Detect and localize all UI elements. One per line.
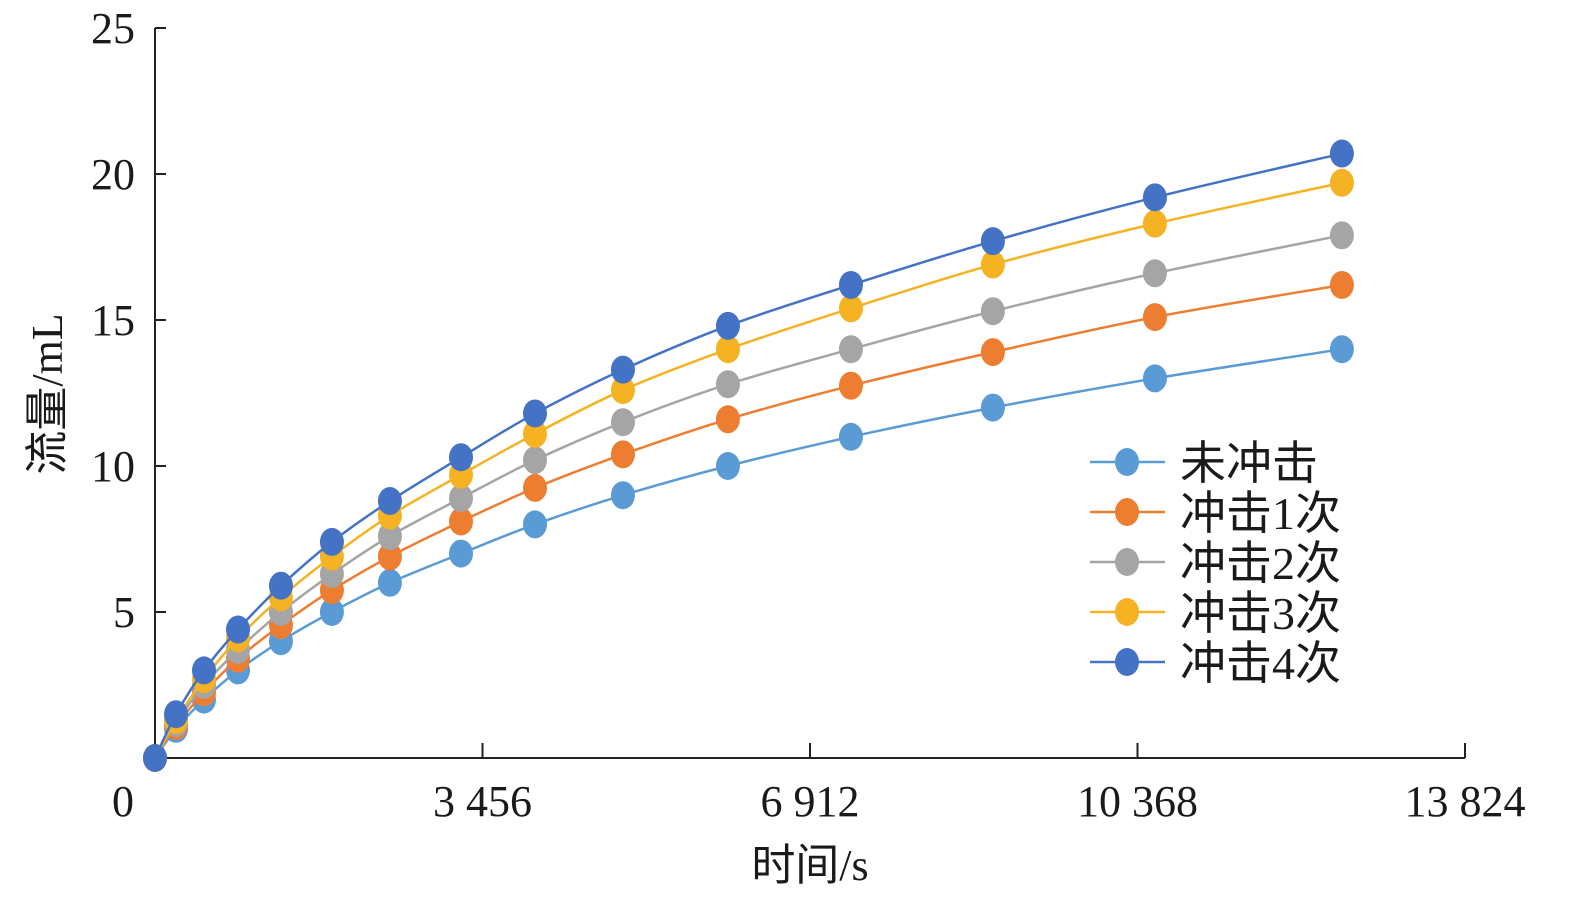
data-point [715,335,740,364]
data-point [715,405,740,434]
legend-marker [1115,498,1139,526]
x-tick-label: 6 912 [761,777,860,826]
data-point [980,227,1005,256]
legend-label: 冲击1次 [1180,488,1341,539]
data-point [226,615,251,644]
data-point [377,522,402,551]
data-point [838,422,863,451]
data-point [1142,364,1167,393]
series-group [143,139,1354,772]
data-point [1329,270,1354,299]
data-point [715,452,740,480]
data-point [980,393,1005,422]
data-point [838,371,863,400]
axes: 5 10 15 20 25 0 3 456 6 912 10 368 13 824 [91,4,1526,826]
data-point [377,568,402,597]
legend-marker [1115,598,1139,626]
data-point [610,408,635,437]
series-line [153,283,1343,759]
legend-marker [1115,548,1139,576]
y-tick-label: 5 [113,588,135,637]
data-point [268,571,293,600]
data-point [319,527,344,556]
data-point [715,370,740,399]
data-point [1142,183,1167,212]
data-point [448,443,473,472]
data-point [610,440,635,469]
data-point [610,376,635,405]
series-3 [143,221,1354,772]
legend-marker [1115,448,1139,476]
data-point [1142,303,1167,332]
series-2 [143,270,1354,772]
data-point [522,399,547,428]
legend-label: 冲击2次 [1180,538,1341,589]
y-tick-label: 15 [91,296,135,345]
y-tick-label: 20 [91,150,135,199]
data-point [1329,335,1354,364]
data-point [610,481,635,510]
data-point [838,270,863,299]
series-4 [143,168,1354,772]
data-point [1142,209,1167,238]
data-point [715,311,740,340]
y-tick-label: 25 [91,4,135,53]
series-line [153,152,1343,759]
legend-label: 冲击4次 [1180,638,1341,689]
data-point [980,338,1005,367]
data-point [377,487,402,516]
data-point [838,294,863,323]
data-point [448,539,473,568]
x-axis-label: 时间/s [751,841,868,890]
x-tick-label: 10 368 [1077,777,1198,826]
data-point [448,507,473,536]
data-point [980,250,1005,279]
x-tick-label: 13 824 [1405,777,1526,826]
series-5 [143,139,1354,772]
data-point [164,700,189,729]
y-axis-label: 流量/mL [23,313,72,474]
data-point [522,446,547,475]
data-point [1329,221,1354,250]
x-tick-label: 0 [112,777,134,826]
data-point [980,297,1005,326]
data-point [319,598,344,626]
data-point [1142,259,1167,288]
data-point [522,419,547,448]
legend-label: 未冲击 [1180,438,1318,489]
data-point [610,355,635,384]
x-tick-label: 3 456 [433,777,532,826]
data-point [522,473,547,502]
data-point [838,335,863,364]
data-point [522,510,547,539]
data-point [448,484,473,513]
data-point [377,542,402,571]
data-point [191,656,216,685]
data-point [143,744,167,772]
legend-marker [1115,648,1139,676]
data-point [1329,139,1354,168]
legend-label: 冲击3次 [1180,588,1341,639]
data-point [1329,168,1354,197]
y-tick-label: 10 [91,442,135,491]
